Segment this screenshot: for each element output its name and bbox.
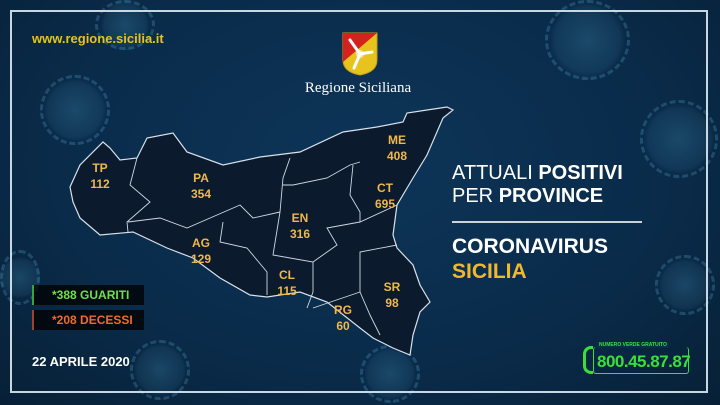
title-bold: POSITIVI (538, 162, 623, 184)
province-sr: SR 98 (372, 279, 412, 311)
phone-number: 800.45.87.87 (597, 352, 691, 371)
frame-border (10, 10, 708, 393)
province-code: PA (193, 171, 209, 185)
subtitle-coronavirus: CORONAVIRUS (452, 235, 608, 258)
province-me: ME 408 (377, 132, 417, 164)
subtitle: CORONAVIRUS SICILIA (452, 234, 608, 284)
boundary-me-en (283, 161, 361, 186)
province-ag: AG 129 (181, 235, 221, 267)
website-url: www.regione.sicilia.it (32, 31, 164, 46)
regione-siciliana-logo (342, 32, 378, 76)
province-code: SR (383, 280, 401, 294)
province-value: 695 (374, 197, 396, 211)
title-light: PER (452, 185, 499, 207)
title-light: ATTUALI (452, 162, 539, 184)
boundary-pa-me (279, 157, 291, 213)
province-en: EN 316 (280, 210, 320, 242)
boundary-cl-en (272, 211, 314, 309)
toll-free-number: NUMERO VERDE GRATUITO 800.45.87.87 (583, 342, 691, 376)
province-value: 112 (90, 177, 110, 191)
boundary-en-ct (312, 221, 361, 263)
boundary-pa-ag (127, 204, 281, 229)
phone-icon (583, 346, 593, 374)
logo-text: Regione Siciliana (304, 80, 412, 96)
subtitle-sicilia: SICILIA (452, 260, 527, 283)
province-pa: PA 354 (181, 170, 221, 202)
date-label: 22 APRILE 2020 (32, 354, 130, 369)
province-value: 354 (190, 187, 212, 201)
province-code: EN (291, 211, 309, 225)
province-value: 115 (277, 284, 297, 298)
title-bold: PROVINCE (498, 185, 604, 207)
virus-decoration (40, 75, 110, 145)
province-code: RG (334, 303, 352, 317)
divider (452, 221, 642, 223)
virus-decoration (130, 340, 190, 400)
province-value: 60 (336, 319, 350, 333)
phone-caption: NUMERO VERDE GRATUITO (597, 342, 669, 348)
province-code: TP (92, 161, 108, 175)
province-code: CT (377, 181, 393, 195)
province-code: CL (279, 268, 295, 282)
boundary-tp-pa (126, 157, 151, 233)
province-value: 129 (190, 252, 212, 266)
province-code: AG (192, 236, 210, 250)
province-cl: CL 115 (267, 267, 307, 299)
province-rg: RG 60 (323, 302, 363, 334)
boundary-me-ct (349, 164, 398, 223)
virus-decoration (640, 100, 718, 178)
province-ct: CT 695 (365, 180, 405, 212)
province-value: 98 (385, 296, 399, 310)
main-title: ATTUALI POSITIVI PER PROVINCE (452, 162, 623, 208)
province-boundaries (126, 157, 398, 336)
phone-box (593, 347, 689, 374)
province-code: ME (388, 133, 406, 147)
boundary-ct-sr (359, 244, 398, 292)
virus-decoration (95, 0, 155, 50)
virus-decoration (545, 0, 630, 80)
boundary-rg (312, 291, 381, 336)
province-tp: TP 112 (80, 160, 120, 192)
province-value: 408 (386, 149, 408, 163)
province-value: 316 (289, 227, 311, 241)
boundary-ag-cl (219, 221, 268, 295)
guariti-count: *388 GUARITI (32, 285, 144, 305)
decessi-count: *208 DECESSI (32, 310, 144, 330)
virus-decoration (655, 255, 715, 315)
